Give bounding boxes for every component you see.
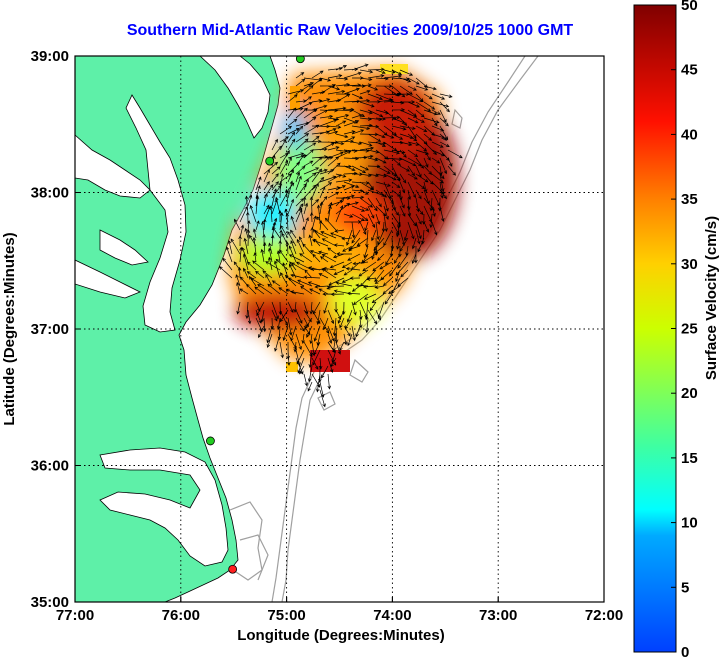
station-active-marker — [265, 156, 275, 166]
colorbar-ticks: 0 5 10 15 20 25 30 35 40 45 50 — [671, 0, 698, 659]
station-active-marker — [295, 56, 305, 64]
y-tick-label: 35:00 — [31, 594, 69, 611]
colorbar-tick-label: 5 — [681, 579, 689, 596]
colorbar-tick-label: 0 — [681, 644, 689, 659]
colorbar-tick-label: 20 — [681, 385, 698, 402]
y-tick-label: 37:00 — [31, 321, 69, 338]
y-tick-label: 36:00 — [31, 458, 69, 475]
colorbar-tick-label: 45 — [681, 62, 698, 79]
x-tick-label: 75:00 — [267, 607, 305, 624]
x-axis: 77:00 76:00 75:00 74:00 73:00 72:00 — [56, 597, 623, 624]
colorbar-tick-label: 35 — [681, 191, 698, 208]
bathymetry-contours — [229, 56, 539, 602]
colorbar — [633, 4, 677, 653]
station-active-marker — [206, 436, 215, 446]
colorbar-tick-label: 15 — [681, 450, 698, 467]
x-tick-label: 73:00 — [479, 607, 517, 624]
velocity-vectors — [218, 63, 463, 408]
map-title: Southern Mid-Atlantic Raw Velocities 200… — [126, 22, 574, 39]
colorbar-tick-label: 10 — [681, 515, 698, 532]
y-tick-label: 39:00 — [31, 48, 69, 65]
radar-stations — [206, 56, 305, 574]
x-axis-label: Longitude (Degrees:Minutes) — [237, 627, 445, 644]
chesapeake-bay — [75, 94, 187, 333]
x-tick-label: 77:00 — [56, 607, 94, 624]
colorbar-label: Surface Velocity (cm/s) — [703, 216, 720, 380]
colorbar-tick-label: 25 — [681, 321, 698, 338]
colorbar-tick-label: 40 — [681, 126, 698, 143]
station-inactive-marker — [228, 564, 238, 574]
colorbar-tick-label: 50 — [681, 0, 698, 14]
y-tick-label: 38:00 — [31, 185, 69, 202]
x-tick-label: 72:00 — [585, 607, 623, 624]
colorbar-tick-label: 30 — [681, 256, 698, 273]
x-tick-label: 76:00 — [162, 607, 200, 624]
x-tick-label: 74:00 — [373, 607, 411, 624]
y-axis: 35:00 36:00 37:00 38:00 39:00 — [31, 48, 80, 611]
delaware-bay — [199, 56, 271, 139]
pamlico-sound — [99, 447, 229, 567]
y-axis-label: Latitude (Degrees:Minutes) — [1, 232, 18, 425]
lat-lon-grid — [75, 56, 604, 602]
vector-arrows — [218, 63, 463, 408]
